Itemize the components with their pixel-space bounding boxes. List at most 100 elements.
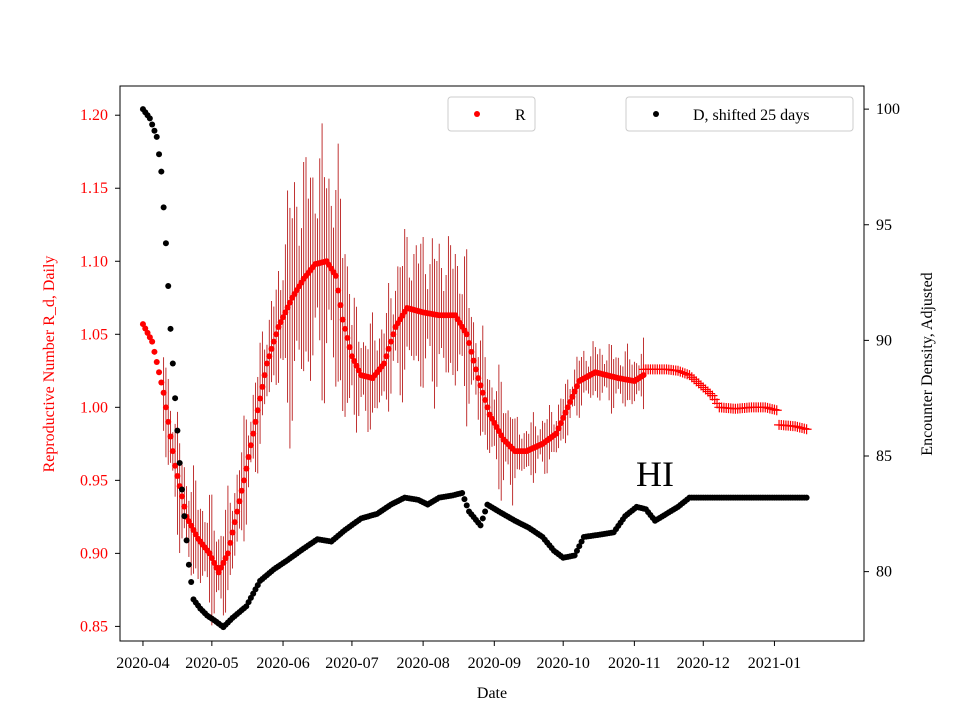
r-point: [348, 353, 355, 360]
plot-frame: [119, 85, 865, 642]
r-point: [387, 338, 394, 345]
r-point: [381, 360, 388, 367]
y-axis-right: 80 85 90 95 100: [864, 101, 900, 581]
r-point: [224, 550, 231, 557]
r-point: [339, 316, 346, 323]
legend-d: D, shifted 25 days: [625, 96, 854, 132]
r-point: [149, 338, 156, 345]
d-point: [146, 115, 153, 122]
r-point: [169, 448, 176, 455]
r-point: [335, 287, 342, 294]
d-point: [461, 496, 468, 503]
legend-r-marker: [474, 111, 480, 117]
r-point: [463, 331, 470, 338]
r-point: [555, 425, 562, 432]
r-point: [165, 418, 172, 425]
x-tick-label: 2020-07: [325, 655, 378, 672]
r-point: [470, 357, 477, 364]
r-point: [167, 433, 174, 440]
x-axis: 2020-04 2020-05 2020-06 2020-07 2020-08 2020-…: [116, 641, 801, 672]
legend-d-marker: [653, 111, 659, 117]
r-point: [215, 569, 222, 576]
r-point: [153, 359, 160, 366]
r-point: [337, 302, 344, 309]
r-point: [206, 550, 213, 557]
r-point: [344, 334, 351, 341]
d-point: [803, 494, 810, 501]
r-point: [273, 331, 280, 338]
r-point: [158, 379, 165, 386]
legend-r: R: [447, 96, 536, 132]
r-point: [270, 338, 277, 345]
r-cross-point: [691, 376, 702, 387]
r-point: [211, 559, 218, 566]
r-point: [222, 555, 229, 562]
d-point: [158, 168, 165, 175]
y-right-tick-label: 95: [876, 217, 892, 234]
r-point: [640, 372, 647, 379]
r-point: [259, 383, 266, 390]
d-point: [185, 561, 192, 568]
d-series: [139, 106, 810, 631]
r-point: [162, 404, 169, 411]
y-left-tick-label: 1.15: [80, 180, 108, 197]
r-series: [139, 258, 812, 576]
legend-d-frame: [625, 96, 854, 132]
r-point: [160, 389, 167, 396]
r-point: [263, 360, 270, 367]
legend-d-label: D, shifted 25 days: [693, 107, 809, 124]
r-cross-point: [801, 424, 812, 435]
d-point: [165, 283, 172, 290]
d-point: [176, 459, 183, 466]
d-point: [576, 543, 583, 550]
r-point: [220, 559, 227, 566]
y-right-tick-label: 85: [876, 448, 892, 465]
d-point: [151, 127, 158, 134]
y-right-tick-label: 100: [876, 101, 900, 118]
r-point: [390, 331, 397, 338]
r-point: [252, 418, 259, 425]
r-point: [275, 323, 282, 330]
r-point: [250, 430, 257, 437]
r-point: [261, 372, 268, 379]
y-left-tick-label: 1.20: [80, 107, 108, 124]
x-tick-label: 2020-06: [256, 655, 309, 672]
r-point: [484, 404, 491, 411]
d-point: [149, 121, 156, 128]
r-cross-point: [675, 366, 686, 377]
r-point: [254, 407, 261, 414]
d-point: [156, 151, 163, 158]
y-axis-left: 0.85 0.90 0.95 1.00 1.05 1.10 1.15 1.20: [80, 107, 120, 635]
r-point: [353, 362, 360, 369]
r-point: [179, 493, 185, 500]
y-left-tick-label: 0.95: [80, 472, 108, 489]
r-point: [562, 409, 569, 416]
d-point: [482, 508, 489, 515]
x-tick-label: 2020-09: [468, 655, 521, 672]
r-cross-point: [684, 370, 695, 381]
r-cross-point: [686, 372, 697, 383]
r-point: [172, 462, 179, 469]
x-tick-label: 2020-04: [116, 655, 169, 672]
x-axis-label: Date: [477, 685, 507, 702]
r-point: [231, 519, 238, 526]
d-point: [183, 537, 190, 544]
r-point: [243, 465, 250, 472]
hi-annotation: HI: [636, 454, 674, 494]
r-point: [277, 319, 284, 326]
r-cross-point: [700, 384, 711, 395]
r-cross-point: [679, 368, 690, 379]
r-point: [332, 272, 339, 279]
r-cross-point: [689, 374, 700, 385]
y-left-tick-label: 1.10: [80, 253, 108, 270]
r-point: [553, 430, 560, 437]
r-point: [218, 564, 225, 571]
r-point: [477, 382, 484, 389]
y-left-tick-label: 0.90: [80, 545, 108, 562]
r-point: [286, 299, 293, 306]
y-axis-left-label: Reproductive Number R_d, Daily: [41, 256, 58, 473]
r-point: [351, 357, 358, 364]
r-cross-point: [693, 378, 704, 389]
r-cross-point: [677, 367, 688, 378]
